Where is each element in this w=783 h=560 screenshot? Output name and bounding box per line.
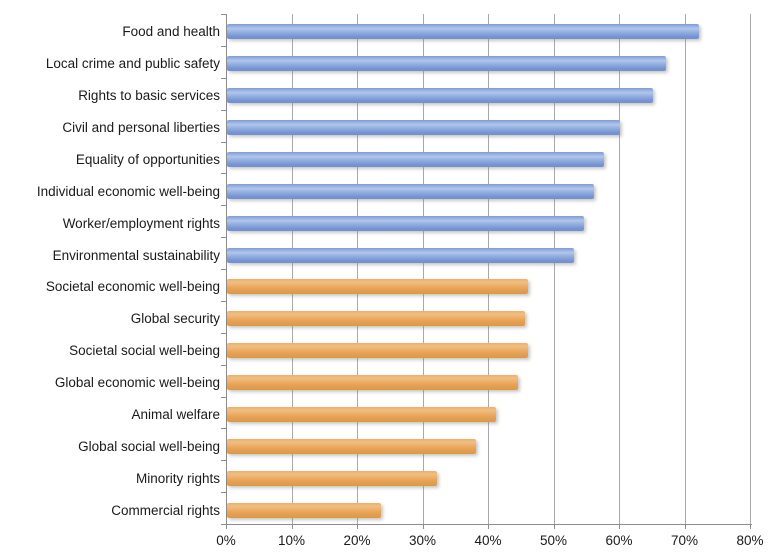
x-axis-tick-label: 60% bbox=[605, 533, 633, 548]
category-label: Environmental sustainability bbox=[52, 247, 220, 263]
category-label: Minority rights bbox=[135, 470, 220, 486]
gridline bbox=[684, 14, 686, 524]
gridline bbox=[422, 14, 424, 524]
y-axis-tick bbox=[221, 524, 226, 525]
gridline bbox=[357, 14, 358, 524]
bar bbox=[227, 120, 620, 136]
category-label: Rights to basic services bbox=[78, 88, 220, 104]
category-label: Global security bbox=[130, 311, 220, 327]
x-axis-tick bbox=[357, 524, 358, 529]
bar bbox=[227, 247, 575, 263]
y-axis-tick bbox=[221, 300, 226, 302]
category-label: Commercial rights bbox=[111, 502, 220, 518]
bar bbox=[227, 279, 529, 295]
y-axis-tick bbox=[221, 492, 226, 494]
y-axis-tick bbox=[221, 45, 226, 47]
x-axis-tick bbox=[422, 524, 424, 529]
x-axis-tick bbox=[684, 524, 686, 529]
bar bbox=[227, 311, 526, 327]
category-label: Worker/employment rights bbox=[62, 215, 220, 231]
bar bbox=[227, 24, 699, 40]
gridline bbox=[291, 14, 293, 524]
category-label: Animal welfare bbox=[131, 406, 220, 422]
category-label: Local crime and public safety bbox=[45, 56, 220, 72]
x-axis-line bbox=[226, 524, 752, 525]
y-axis-tick bbox=[221, 460, 226, 462]
x-axis-tick bbox=[226, 524, 227, 529]
x-axis-tick bbox=[553, 524, 555, 529]
category-label: Civil and personal liberties bbox=[62, 120, 220, 136]
gridline bbox=[750, 14, 751, 524]
y-axis-tick bbox=[221, 205, 226, 207]
bar bbox=[227, 151, 604, 167]
y-axis-tick bbox=[221, 109, 226, 111]
y-axis-tick bbox=[221, 396, 226, 398]
x-axis-tick bbox=[750, 524, 751, 529]
y-axis-tick bbox=[221, 428, 226, 430]
gridline bbox=[488, 14, 489, 524]
y-axis-tick bbox=[221, 141, 226, 143]
bar bbox=[227, 183, 594, 199]
x-axis-tick-label: 30% bbox=[408, 533, 437, 548]
y-axis-tick bbox=[221, 14, 226, 15]
bar bbox=[227, 56, 666, 72]
gridline bbox=[553, 14, 555, 524]
gridline bbox=[619, 14, 620, 524]
category-label: Global economic well-being bbox=[54, 375, 220, 391]
y-axis-tick bbox=[221, 332, 226, 334]
bar bbox=[227, 343, 529, 359]
category-label: Societal economic well-being bbox=[45, 279, 220, 295]
y-axis-tick bbox=[221, 77, 226, 79]
x-axis-tick bbox=[291, 524, 293, 529]
category-label: Food and health bbox=[122, 24, 220, 40]
x-axis-tick-label: 0% bbox=[216, 533, 236, 548]
y-axis-tick bbox=[221, 364, 226, 366]
x-axis-tick-label: 20% bbox=[343, 533, 371, 548]
y-axis-tick bbox=[221, 173, 226, 175]
category-label: Global social well-being bbox=[78, 438, 220, 454]
x-axis-tick bbox=[488, 524, 489, 529]
y-axis-tick bbox=[221, 269, 226, 270]
x-axis-tick-label: 10% bbox=[277, 533, 306, 548]
x-axis-tick-label: 70% bbox=[670, 533, 699, 548]
x-axis-tick-label: 50% bbox=[539, 533, 568, 548]
category-label: Societal social well-being bbox=[69, 343, 220, 359]
bar bbox=[227, 502, 381, 518]
bar bbox=[227, 406, 496, 422]
bar bbox=[227, 215, 584, 231]
bar bbox=[227, 88, 653, 104]
category-label: Equality of opportunities bbox=[75, 151, 220, 167]
x-axis-tick-label: 40% bbox=[474, 533, 502, 548]
bar bbox=[227, 470, 437, 486]
y-axis-tick bbox=[221, 237, 226, 239]
y-axis-line bbox=[226, 14, 227, 524]
category-label: Individual economic well-being bbox=[36, 183, 220, 199]
bar bbox=[227, 438, 476, 454]
x-axis-tick-label: 80% bbox=[736, 533, 764, 548]
bar bbox=[227, 375, 519, 391]
x-axis-tick bbox=[619, 524, 620, 529]
